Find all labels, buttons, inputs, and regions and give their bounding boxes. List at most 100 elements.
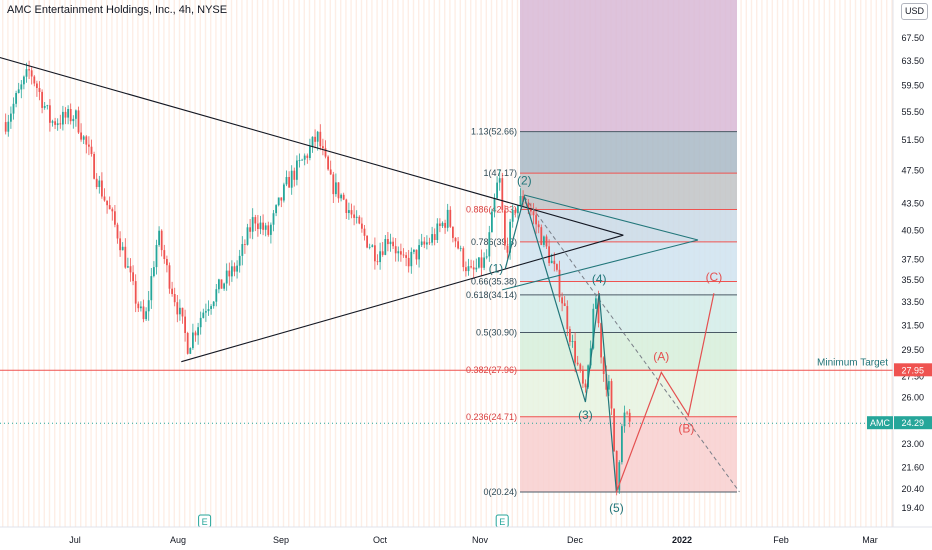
candle-body (355, 216, 358, 218)
session-band (17, 0, 19, 527)
candle-body (563, 303, 566, 306)
wave-label: (3) (578, 408, 593, 422)
candle-body (498, 178, 501, 183)
session-band (100, 0, 103, 527)
candle-body (51, 121, 54, 123)
candle-body (449, 209, 452, 227)
candle-body (444, 222, 446, 228)
candle-body (582, 369, 584, 384)
candle-body (262, 222, 264, 230)
session-band (745, 0, 747, 527)
fib-level-label: 0.66(35.38) (471, 277, 517, 287)
session-band (236, 0, 238, 527)
candle-body (36, 83, 38, 88)
candle-body (462, 248, 465, 268)
price-tick-label: 20.40 (901, 484, 924, 494)
session-band (288, 0, 290, 527)
candle-body (38, 88, 41, 92)
candle-body (353, 214, 355, 218)
session-band (303, 0, 305, 527)
session-band (199, 0, 201, 527)
session-band (854, 0, 857, 527)
candle-body (371, 245, 374, 247)
candle-body (90, 146, 93, 154)
session-band (376, 0, 378, 527)
triangle-projection-upper (524, 194, 699, 241)
candle-body (423, 241, 426, 245)
last-price-tag (894, 416, 932, 430)
candle-body (158, 230, 160, 245)
candle-body (610, 381, 613, 409)
candle-body (574, 341, 576, 363)
candle-body (212, 301, 215, 307)
triangle-trendline (181, 234, 624, 363)
session-band (865, 0, 867, 527)
candle-body (114, 211, 116, 225)
session-band (808, 0, 810, 527)
candle-body (379, 251, 381, 263)
candle-body (106, 200, 108, 206)
candle-body (519, 196, 522, 206)
session-band (350, 0, 352, 527)
candle-body (402, 254, 405, 256)
candle-body (475, 267, 478, 270)
fib-level-label: 0.236(24.71) (466, 412, 517, 422)
candle-body (327, 156, 329, 170)
candle-body (332, 174, 335, 195)
candle-body (134, 281, 137, 304)
session-band (111, 0, 113, 527)
price-tick-label: 26.00 (901, 393, 924, 403)
wave-label: (4) (592, 272, 607, 286)
candle-body (116, 224, 119, 239)
candle-body (10, 113, 12, 122)
session-band (178, 0, 181, 527)
session-band (787, 0, 789, 527)
candle-body (576, 362, 579, 365)
fib-level-label: 0.5(30.90) (476, 328, 517, 338)
currency-button[interactable]: USD (901, 3, 928, 20)
time-tick-label: Oct (373, 535, 388, 545)
session-band (324, 0, 326, 527)
session-band (397, 0, 399, 527)
session-band (392, 0, 394, 527)
candle-body (623, 412, 626, 427)
candle-body (501, 178, 504, 211)
candle-body (80, 132, 82, 140)
candle-body (127, 266, 129, 268)
candle-body (290, 170, 293, 188)
candle-body (25, 69, 28, 77)
candle-body (545, 236, 548, 247)
candle-body (140, 306, 142, 309)
triangle-trendline (0, 56, 624, 236)
price-tick-label: 47.50 (901, 166, 924, 176)
session-band (459, 0, 461, 527)
session-band (438, 0, 441, 527)
candle-body (23, 76, 25, 85)
fib-zone (520, 332, 737, 371)
session-band (454, 0, 456, 527)
candle-body (540, 227, 543, 245)
candle-body (454, 237, 457, 242)
candle-body (132, 272, 134, 282)
candle-body (397, 251, 400, 254)
candle-body (88, 144, 90, 147)
candle-body (7, 121, 10, 132)
candle-body (514, 209, 517, 214)
candle-body (77, 110, 80, 133)
triangle-projection-lower (502, 239, 699, 291)
session-band (251, 0, 253, 527)
candle-body (4, 122, 7, 132)
session-band (844, 0, 846, 527)
candle-body (452, 226, 454, 238)
candle-body (184, 316, 186, 333)
candle-body (361, 223, 363, 229)
session-band (756, 0, 758, 527)
candle-body (223, 283, 225, 289)
session-band (490, 0, 493, 527)
candle-body (394, 246, 397, 254)
candle-body (558, 269, 561, 298)
session-band (886, 0, 888, 527)
candle-body (400, 251, 402, 255)
candle-body (420, 241, 423, 246)
